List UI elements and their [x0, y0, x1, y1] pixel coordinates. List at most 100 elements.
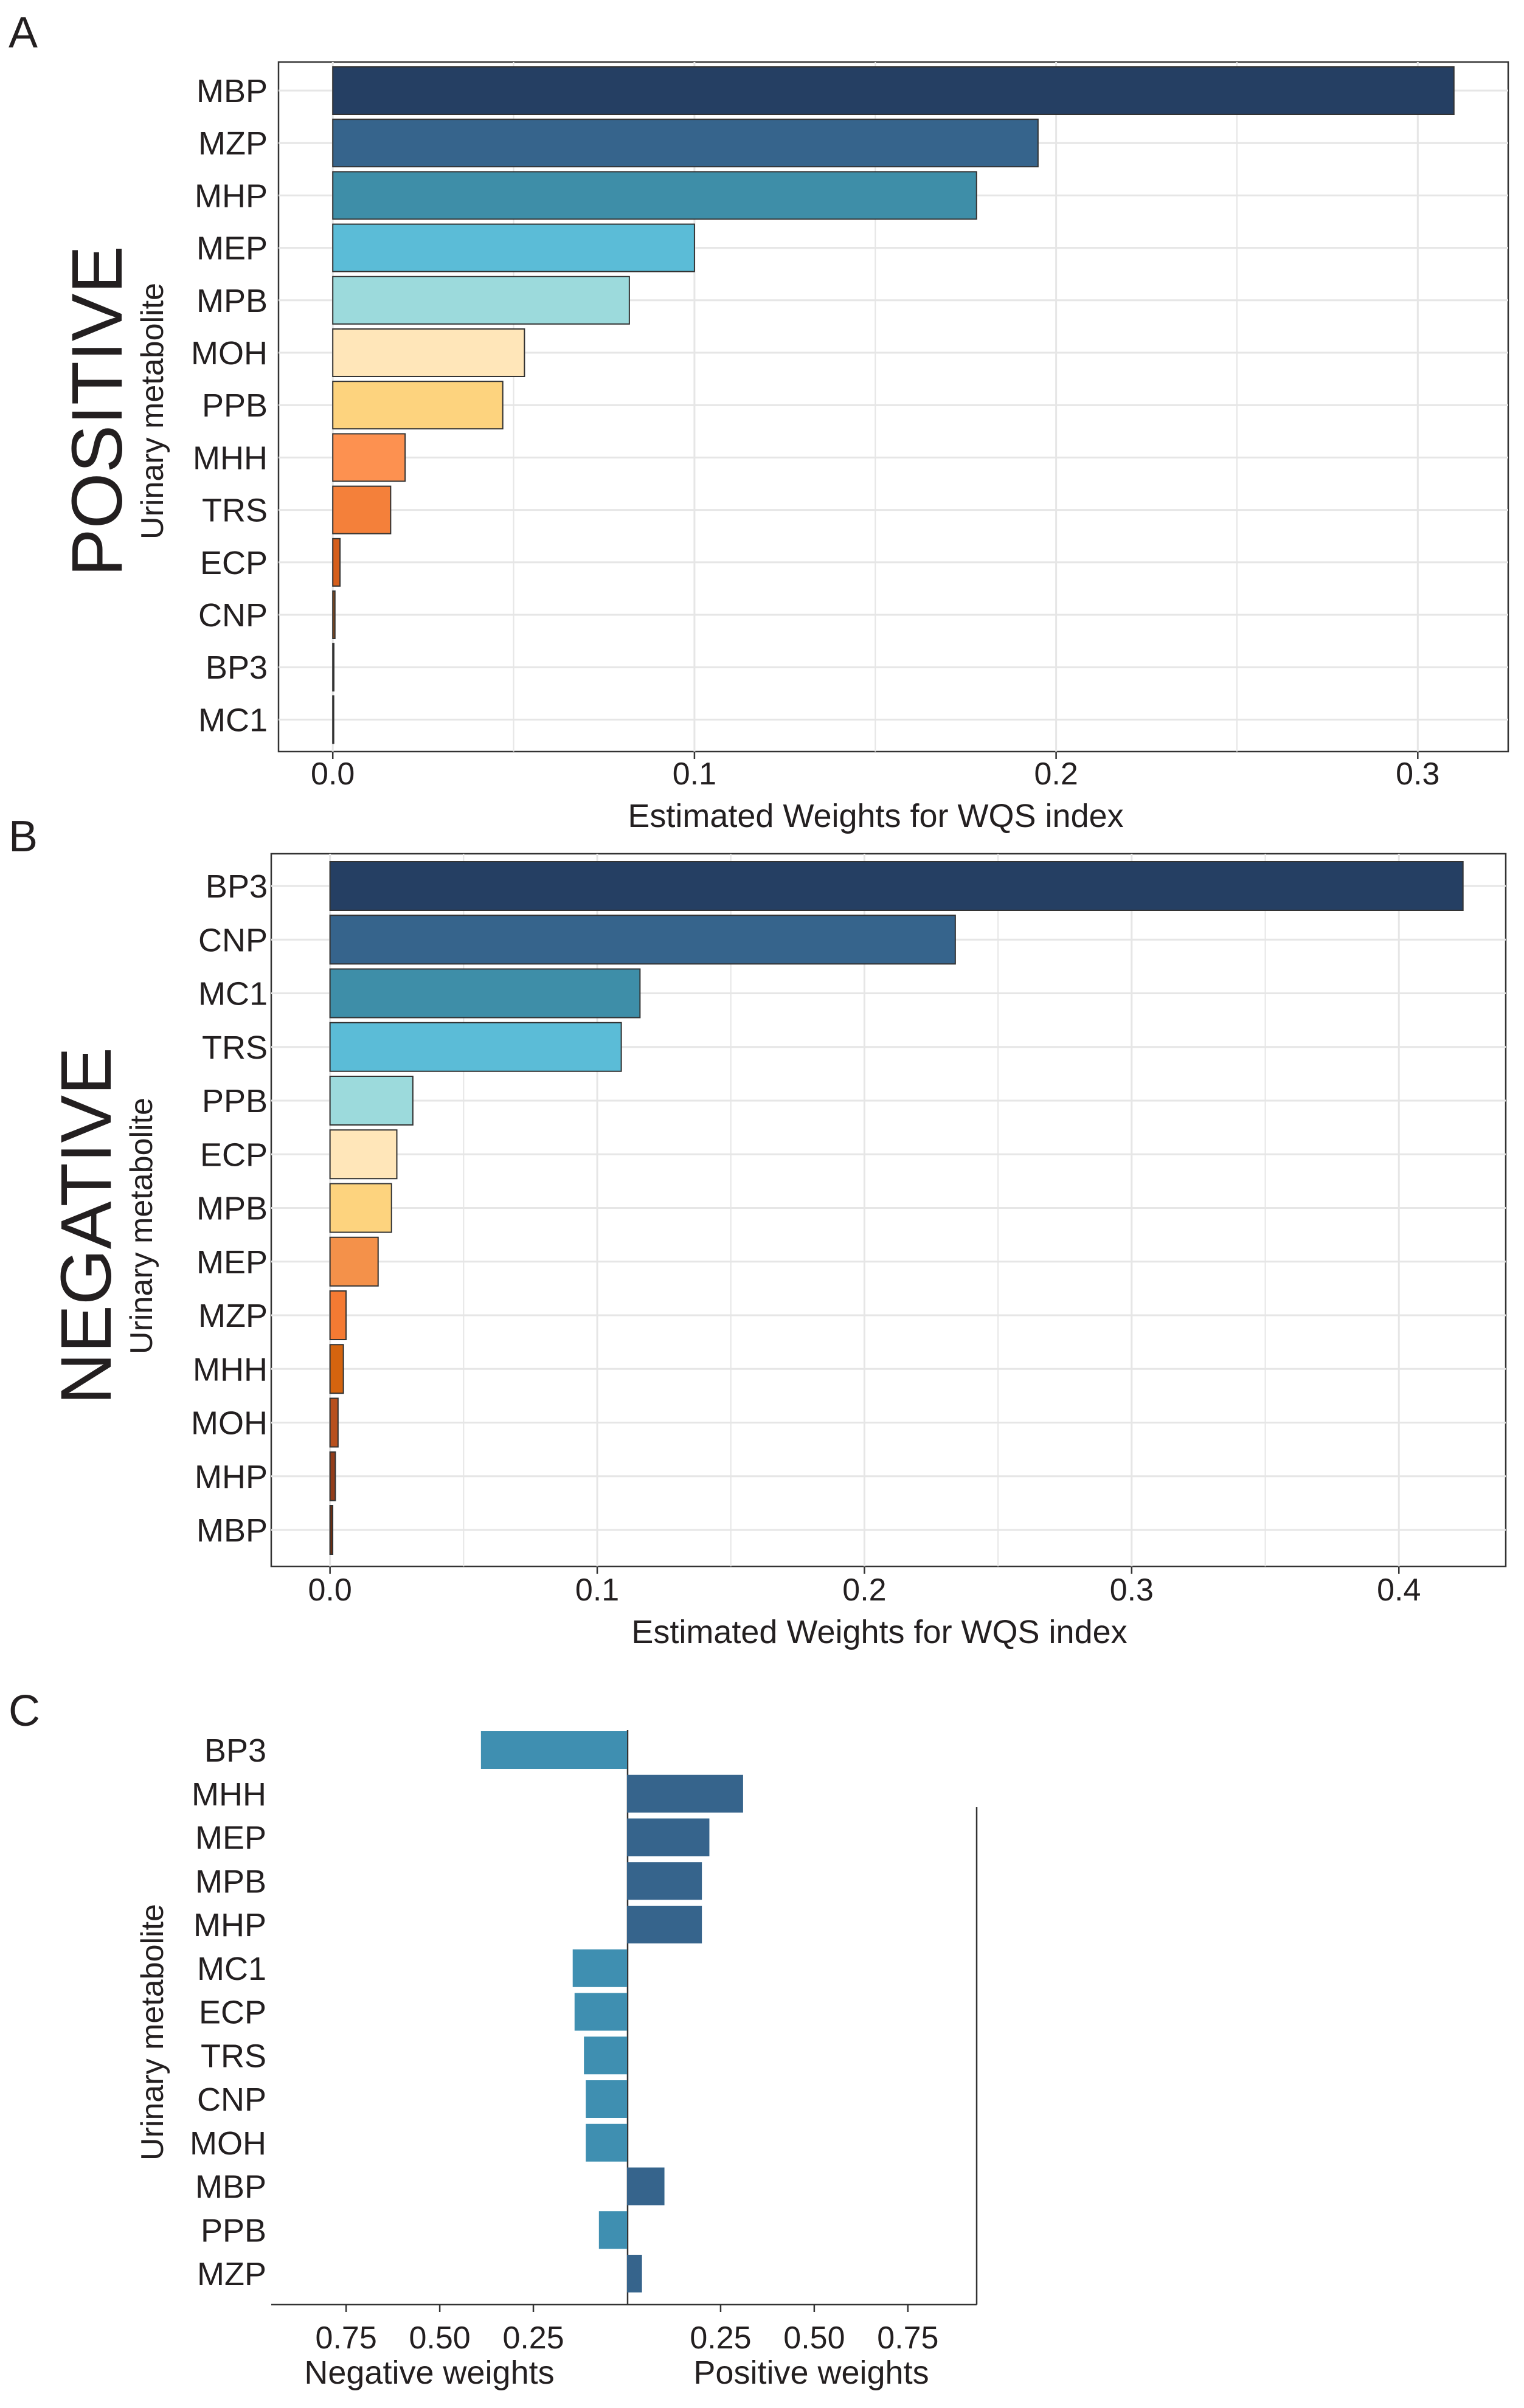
x-tick-label: 0.3 — [1396, 756, 1439, 792]
bar-mc1 — [332, 695, 334, 744]
category-label-mbp: MBP — [196, 73, 268, 109]
panel-b: BP3CNPMC1TRSPPBECPMPBMEPMZPMHHMOHMHPMBP … — [46, 853, 1507, 1650]
category-label-bp3: BP3 — [206, 868, 268, 905]
category-label-ppb: PPB — [202, 1083, 268, 1119]
bar-bp3 — [332, 643, 334, 692]
bar-mbp — [332, 66, 1455, 115]
x-tick-label: 0.25 — [690, 2320, 751, 2356]
bar-mhp — [627, 1906, 702, 1943]
bar-ppb — [332, 381, 504, 430]
panel-b-x-axis-title: Estimated Weights for WQS index — [631, 1614, 1127, 1650]
category-label-bp3: BP3 — [206, 649, 268, 686]
bar-trs — [584, 2036, 627, 2075]
category-label-moh: MOH — [190, 2125, 266, 2162]
category-label-ppb: PPB — [201, 2212, 266, 2249]
bar-mhp — [332, 171, 977, 220]
bar-mbp — [329, 1505, 334, 1555]
bar-moh — [332, 328, 525, 377]
bar-moh — [586, 2123, 627, 2162]
category-label-mpb: MPB — [196, 283, 268, 319]
bar-mhh — [332, 433, 406, 482]
bar-mhp — [329, 1451, 336, 1501]
panel-c-y-axis-title: Urinary metabolite — [135, 1904, 170, 2161]
bar-cnp — [586, 2080, 627, 2118]
category-label-mzp: MZP — [198, 1298, 268, 1334]
bar-mep — [332, 223, 695, 272]
category-label-trs: TRS — [201, 2038, 266, 2074]
panel-a-side-title: POSITIVE — [57, 246, 137, 576]
category-label-mpb: MPB — [196, 1191, 268, 1227]
category-label-mpb: MPB — [195, 1863, 266, 1900]
panel-a-bars — [332, 66, 1455, 744]
panel-b-bars — [329, 861, 1464, 1555]
category-label-mhp: MHP — [195, 1459, 268, 1495]
x-tick-label: 0.75 — [877, 2320, 938, 2356]
panel-b-x-ticks: 0.0 0.1 0.2 0.3 0.4 — [308, 1566, 1421, 1608]
category-label-moh: MOH — [191, 335, 268, 372]
bar-ecp — [329, 1129, 398, 1180]
panel-a-y-axis-title: Urinary metabolite — [135, 283, 170, 539]
category-label-mhh: MHH — [192, 1776, 266, 1813]
category-label-mhh: MHH — [193, 1351, 268, 1388]
bar-cnp — [329, 915, 956, 965]
x-tick-label: 0.2 — [1034, 756, 1078, 792]
x-tick-label: 0.2 — [842, 1572, 886, 1608]
bar-mhh — [627, 1774, 743, 1813]
bar-ecp — [574, 1993, 627, 2031]
category-label-ecp: ECP — [199, 1995, 266, 2031]
category-label-mc1: MC1 — [198, 702, 268, 738]
x-tick-label: 0.1 — [673, 756, 716, 792]
bar-mzp — [627, 2255, 642, 2292]
panel-c-category-labels: BP3 MHH MEP MPB MHP MC1 ECP TRS CNP MOH MBP PPB MZP — [190, 1732, 266, 2292]
panel-letter-a: A — [9, 9, 38, 57]
category-label-trs: TRS — [202, 493, 268, 529]
panel-a-x-ticks: 0.0 0.1 0.2 0.3 — [311, 752, 1439, 792]
bar-mbp — [627, 2167, 665, 2206]
panel-c-bars — [480, 1731, 743, 2292]
category-label-cnp: CNP — [198, 922, 268, 958]
bar-mc1 — [572, 1949, 627, 1987]
bar-moh — [329, 1397, 339, 1448]
bar-mpb — [627, 1862, 702, 1900]
category-label-moh: MOH — [191, 1405, 268, 1442]
bar-ppb — [329, 1076, 414, 1126]
category-label-cnp: CNP — [197, 2081, 266, 2118]
bar-ecp — [332, 538, 341, 587]
category-label-mc1: MC1 — [197, 1951, 266, 1987]
x-tick-label: 0.0 — [311, 756, 355, 792]
panel-b-y-axis-title: Urinary metabolite — [124, 1098, 159, 1354]
panel-letter-b: B — [9, 812, 38, 861]
panel-a-category-labels: MBP MZP MHP MEP MPB MOH PPB MHH TRS ECP CNP BP3 MC1 — [191, 73, 268, 738]
bar-mhh — [329, 1344, 344, 1394]
panel-a-x-axis-title: Estimated Weights for WQS index — [628, 798, 1123, 834]
panel-c-x-ticks: 0.75 0.50 0.25 0.25 0.50 0.75 — [316, 2305, 938, 2356]
category-label-mc1: MC1 — [198, 976, 268, 1012]
bar-bp3 — [480, 1731, 627, 1769]
x-tick-label: 0.50 — [409, 2320, 470, 2356]
panel-b-side-title: NEGATIVE — [46, 1047, 126, 1405]
category-label-mzp: MZP — [198, 125, 268, 162]
category-label-mep: MEP — [196, 1244, 268, 1281]
x-tick-label: 0.3 — [1110, 1572, 1154, 1608]
bar-mc1 — [329, 968, 641, 1019]
category-label-ppb: PPB — [202, 387, 268, 424]
x-tick-label: 0.0 — [308, 1572, 352, 1608]
x-tick-label: 0.75 — [316, 2320, 377, 2356]
x-tick-label: 0.4 — [1377, 1572, 1421, 1608]
panel-letter-c: C — [9, 1687, 40, 1735]
bar-mep — [329, 1236, 379, 1287]
bar-mpb — [329, 1183, 392, 1233]
x-tick-label: 0.50 — [783, 2320, 845, 2356]
bar-bp3 — [329, 861, 1464, 911]
bar-trs — [332, 485, 392, 535]
x-tick-label: 0.25 — [502, 2320, 564, 2356]
bar-mpb — [332, 275, 630, 325]
category-label-mep: MEP — [195, 1820, 266, 1856]
bar-mzp — [332, 119, 1039, 168]
category-label-mhp: MHP — [193, 1907, 266, 1943]
category-label-mhp: MHP — [195, 178, 268, 214]
x-tick-label: 0.1 — [575, 1572, 619, 1608]
panel-a: MBPMZPMHPMEPMPBMOHPPBMHHTRSECPCNPBP3MC1 … — [57, 61, 1509, 834]
category-label-ecp: ECP — [200, 545, 268, 581]
